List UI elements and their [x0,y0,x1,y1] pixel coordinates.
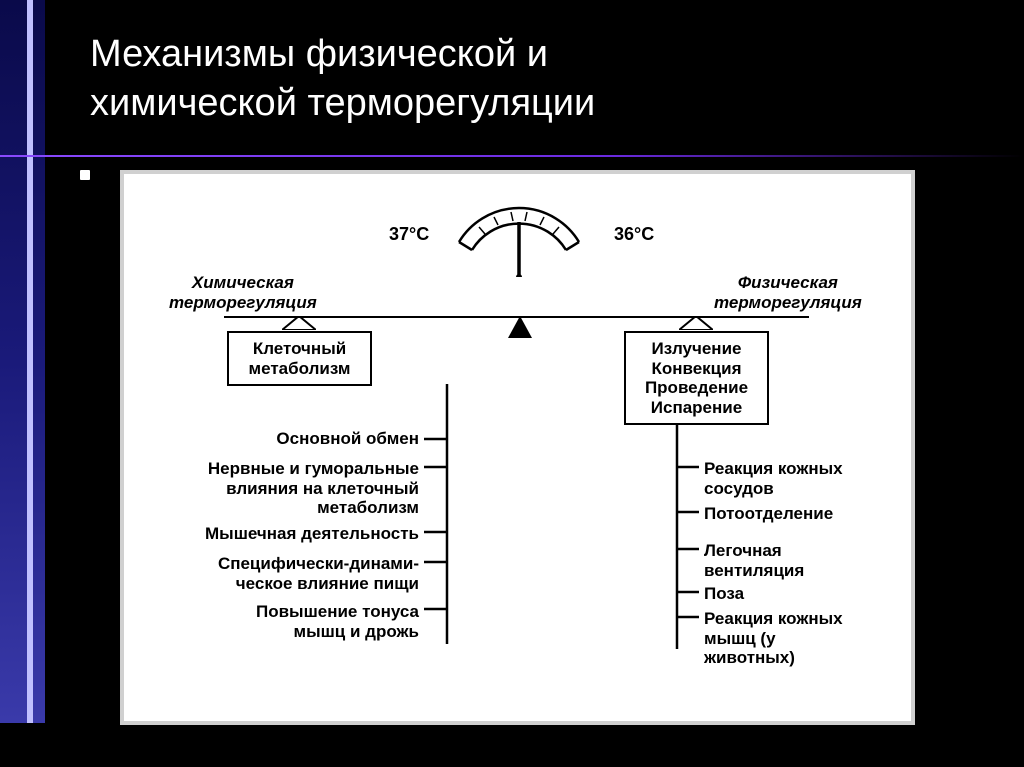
diagram: 37°C 36°C Химическая терморегуляция Физи… [124,174,911,721]
temp-label-right: 36°C [614,224,654,245]
right-item-0: Реакция кожных сосудов [704,459,843,498]
box-heat-transfer: Излучение Конвекция Проведение Испарение [624,331,769,425]
left-item-1: Нервные и гуморальные влияния на клеточн… [208,459,419,518]
title-line-1: Механизмы физической и [90,30,595,79]
right-item-2: Легочная вентиляция [704,541,804,580]
right-item-4: Реакция кожных мышц (у животных) [704,609,859,668]
bullet-icon [80,170,90,180]
right-bracket-group: Реакция кожных сосудов Потоотделение Легоч… [569,424,859,704]
left-item-2: Мышечная деятельность [205,524,419,544]
box-cellular-metabolism: Клеточный метаболизм [227,331,372,386]
temp-label-left: 37°C [389,224,429,245]
left-item-4: Повышение тонуса мышц и дрожь [256,602,419,641]
title-underline [0,155,1024,157]
right-item-1: Потоотделение [704,504,833,524]
side-strip [0,0,45,723]
slide-title: Механизмы физической и химической термор… [90,30,595,129]
left-item-3: Специфически-динами- ческое влияние пищи [218,554,419,593]
side-accent-line [27,0,33,723]
gauge-icon [439,192,599,262]
diagram-frame: 37°C 36°C Химическая терморегуляция Физи… [120,170,915,725]
left-item-0: Основной обмен [276,429,419,449]
fulcrum-icon [508,316,532,338]
left-bracket-group: Основной обмен Нервные и гуморальные влия… [184,384,474,694]
chemical-label: Химическая терморегуляция [169,273,317,312]
title-line-2: химической терморегуляции [90,79,595,128]
physical-label: Физическая терморегуляция [714,273,862,312]
right-item-3: Поза [704,584,744,604]
